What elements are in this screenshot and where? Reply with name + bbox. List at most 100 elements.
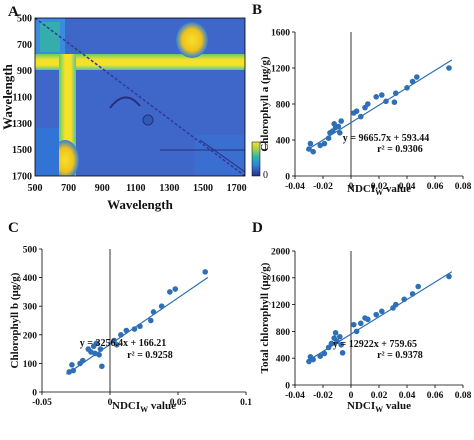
panel-d-data-point	[415, 283, 422, 290]
panel-c-r-squared: r² = 0.9258	[127, 350, 173, 361]
panel-d-data-point	[401, 296, 408, 303]
panel-c-data-point	[99, 363, 105, 370]
panel-d-equation: y = 12922x + 759.65	[333, 339, 417, 350]
panel-d-data-point	[325, 344, 332, 351]
panel-b-x-label: NDCIW value	[347, 183, 411, 197]
panel-c-data-point	[148, 317, 154, 324]
panel-a: A	[0, 4, 268, 212]
panel-d-data-point	[306, 358, 312, 365]
panel-d-data-point	[332, 329, 339, 336]
panel-c-data-point	[137, 323, 143, 330]
panel-b-data-point	[391, 99, 398, 105]
panel-b-data-point	[307, 140, 314, 147]
panel-a-x-tick-label: 1300	[159, 183, 179, 194]
panel-c-data-point	[167, 289, 173, 295]
panel-d-data-point	[317, 353, 324, 359]
panel-b-y-tick-label: 1600	[271, 29, 290, 39]
panel-b-data-point	[310, 148, 317, 155]
panel-b: B -0.04 -0.02 0 0.02 0.04 0.06 0.08 0 400 800 1200 1…	[252, 2, 472, 197]
panel-b-y-tick-label: 400	[276, 137, 291, 147]
panel-b-data-point	[404, 85, 410, 91]
panel-d-data-point	[328, 340, 335, 347]
panel-a-y-tick-label: 1300	[12, 119, 32, 130]
panel-c-data-point	[123, 327, 130, 334]
panel-a-y-tick-label: 1700	[12, 172, 32, 183]
panel-b-x-tick-label: 0.08	[455, 182, 472, 192]
panel-c-x-label: NDCIW value	[112, 400, 176, 414]
panel-c-equation: y = 3256.4x + 166.21	[80, 338, 166, 349]
panel-a-x-tick-label: 1700	[227, 183, 247, 194]
panel-b-data-point	[365, 101, 371, 107]
panel-d-data-point	[353, 328, 360, 335]
panel-c-data-point	[114, 342, 120, 348]
panel-a-x-tick-label: 1500	[193, 183, 213, 194]
panel-d-y-tick-label: 0	[285, 382, 290, 392]
panel-b-data-point	[325, 135, 332, 141]
panel-c-data-point	[118, 332, 124, 338]
panel-a-y-ticks: 500 700 900 1100 1300 1500 1700	[12, 14, 32, 183]
panel-c-data-point	[96, 352, 102, 358]
panel-d-data-point	[321, 350, 328, 357]
heatmap-image	[35, 18, 245, 176]
panel-b-data-point	[353, 108, 360, 114]
panel-a-x-ticks: 500 700 900 1100 1300 1500 1700	[28, 183, 247, 194]
panel-d-y-label: Total chlorophyll (μg/g)	[259, 262, 271, 373]
panel-a-x-tick-label: 900	[95, 183, 110, 194]
panel-d-y-tick-label: 400	[276, 355, 291, 365]
panel-c-data-point	[172, 286, 179, 292]
panel-b-x-tick-label: 0.04	[399, 182, 416, 192]
panel-d-data-point	[338, 342, 345, 348]
panel-d-x-tick-label: 0.02	[371, 391, 388, 401]
panel-b-data-point	[321, 140, 328, 147]
panel-d-data-point	[339, 350, 346, 356]
panel-c-x-tick-label: -0.05	[32, 398, 52, 408]
panel-a-y-tick-label: 700	[17, 40, 32, 51]
panel-c-data-point	[131, 326, 138, 332]
panel-b-data-point	[409, 78, 416, 85]
panel-c-data-point	[80, 357, 86, 364]
colorbar-max-label: 1	[263, 142, 268, 153]
colorbar-min-label: 0	[263, 170, 268, 181]
panel-b-data-point	[393, 90, 399, 96]
panel-c-letter: C	[8, 220, 19, 236]
panel-c-data-point	[158, 303, 165, 310]
panel-b-x-tick-label: 0.02	[371, 182, 388, 192]
panel-d-data-point	[358, 320, 364, 327]
panel-d-x-tick-label: 0	[349, 391, 354, 401]
panel-b-data-point	[373, 94, 380, 100]
panel-b-y-label: Chlorophyll a (μg/g)	[259, 56, 271, 152]
panel-b-x-tick-label: -0.04	[285, 182, 305, 192]
panel-b-r-squared: r² = 0.9306	[377, 144, 423, 155]
panel-b-data-point	[383, 98, 389, 105]
panel-c-y-tick-label: 400	[23, 274, 38, 284]
panel-a-x-tick-label: 1100	[126, 183, 145, 194]
panel-a-y-tick-label: 500	[17, 14, 32, 25]
panel-b-data-point	[317, 142, 324, 149]
panel-b-data-point	[358, 113, 364, 120]
panel-c-y-tick-label: 300	[23, 303, 38, 313]
panel-b-data-point	[306, 146, 312, 152]
panel-c-data-point	[93, 340, 100, 347]
panel-c-data-point	[69, 362, 75, 368]
panel-d-data-point	[409, 291, 416, 297]
panel-b-y-tick-label: 0	[285, 173, 290, 183]
panel-d: D -0.04 -0.02 0 0.02 0.04 0.06 0.08 0 400 800 1200 1…	[252, 220, 472, 414]
panel-d-y-tick-label: 1200	[271, 301, 290, 311]
panel-d-data-point	[393, 301, 399, 308]
panel-d-data-point	[373, 311, 380, 318]
panel-c-x-tick-label: 0.1	[240, 398, 252, 408]
panel-d-data-point	[379, 308, 385, 315]
panel-c-data-point	[202, 269, 208, 275]
panel-b-y-tick-label: 800	[276, 101, 291, 111]
panel-d-data-point	[351, 321, 357, 328]
panel-d-data-point	[446, 273, 452, 280]
panel-d-data-point	[365, 316, 371, 323]
panel-d-y-tick-label: 800	[276, 328, 291, 338]
colorbar	[251, 141, 261, 177]
panel-d-x-tick-label: 0.06	[427, 391, 444, 401]
panel-d-data-point	[337, 333, 343, 340]
panel-b-data-point	[379, 92, 385, 98]
panel-b-data-point	[446, 65, 452, 71]
